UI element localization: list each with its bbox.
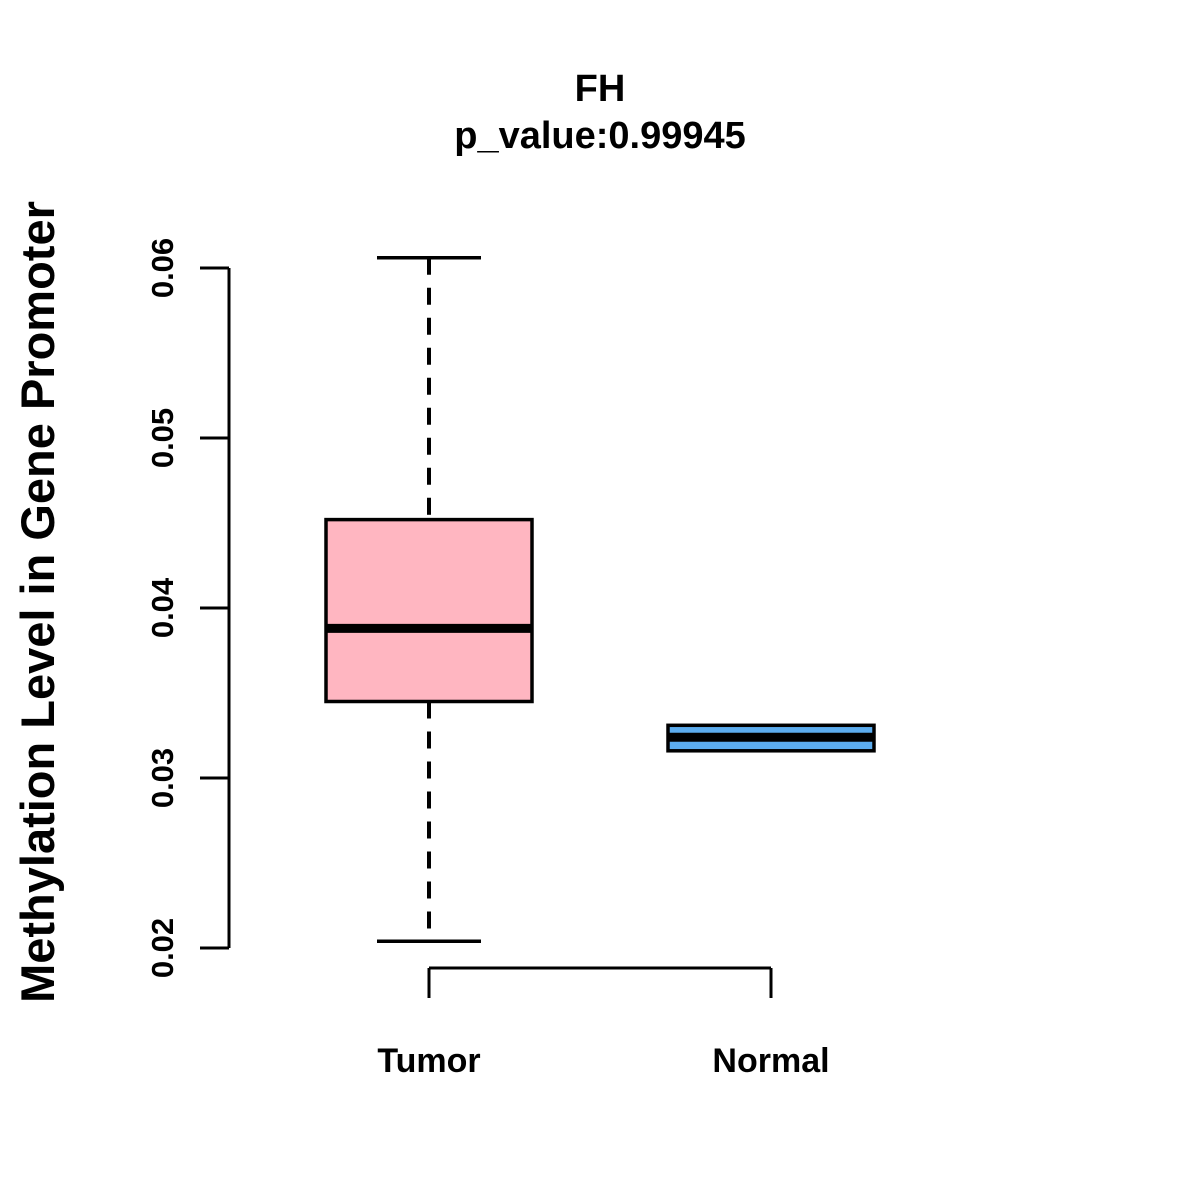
y-axis-tick-label: 0.06 bbox=[145, 238, 180, 298]
y-axis-tick-label: 0.04 bbox=[145, 577, 180, 638]
y-axis-tick-label: 0.05 bbox=[145, 408, 180, 468]
chart-title: FH bbox=[574, 68, 626, 110]
y-axis-tick-label: 0.03 bbox=[145, 748, 180, 808]
x-axis-category-label-tumor: Tumor bbox=[377, 1042, 480, 1080]
y-axis-tick-label: 0.02 bbox=[145, 918, 180, 978]
x-axis-category-label-normal: Normal bbox=[712, 1042, 829, 1080]
box-tumor bbox=[324, 517, 534, 704]
chart-subtitle: p_value:0.99945 bbox=[454, 115, 746, 157]
chart-title-block: FH p_value:0.99945 bbox=[256, 66, 944, 160]
